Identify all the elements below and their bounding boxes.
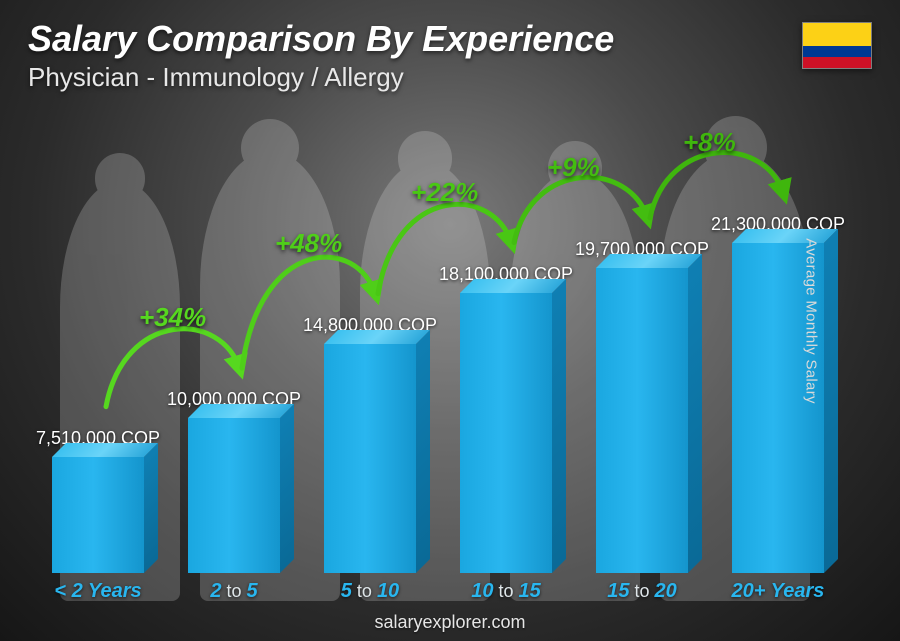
flag-stripe	[803, 57, 871, 68]
page-title: Salary Comparison By Experience	[28, 18, 872, 60]
footer-source: salaryexplorer.com	[0, 612, 900, 633]
flag-stripe	[803, 23, 871, 46]
flag-stripe	[803, 46, 871, 57]
bar	[460, 293, 552, 573]
bar-slot: 7,510,000 COP	[30, 140, 166, 573]
bar-slot: 10,000,000 COP	[166, 140, 302, 573]
increment-percent-label: +9%	[547, 152, 600, 183]
header: Salary Comparison By Experience Physicia…	[28, 18, 872, 93]
bar	[188, 418, 280, 573]
bar-slot: 21,300,000 COP	[710, 140, 846, 573]
x-axis-label: < 2 Years	[30, 580, 166, 603]
x-axis: < 2 Years2 to 55 to 1010 to 1515 to 2020…	[30, 580, 846, 603]
bar-slot: 19,700,000 COP	[574, 140, 710, 573]
y-axis-label: Average Monthly Salary	[803, 238, 820, 404]
bar	[596, 268, 688, 573]
increment-percent-label: +34%	[139, 302, 206, 333]
increment-percent-label: +8%	[683, 127, 736, 158]
salary-bar-chart: 7,510,000 COP10,000,000 COP14,800,000 CO…	[30, 140, 846, 573]
bar	[324, 344, 416, 573]
country-flag	[802, 22, 872, 69]
increment-percent-label: +22%	[411, 177, 478, 208]
x-axis-label: 10 to 15	[438, 580, 574, 603]
bar	[52, 457, 144, 573]
x-axis-label: 5 to 10	[302, 580, 438, 603]
page-subtitle: Physician - Immunology / Allergy	[28, 62, 872, 93]
x-axis-label: 2 to 5	[166, 580, 302, 603]
x-axis-label: 20+ Years	[710, 580, 846, 603]
increment-percent-label: +48%	[275, 228, 342, 259]
x-axis-label: 15 to 20	[574, 580, 710, 603]
